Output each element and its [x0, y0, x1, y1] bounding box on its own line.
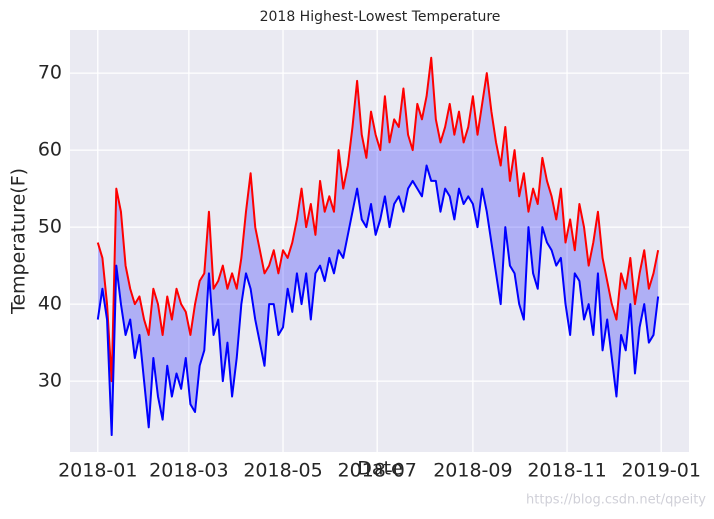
y-tick-label: 60: [38, 139, 62, 161]
watermark: https://blog.csdn.net/qpeity: [526, 493, 706, 508]
line-high: [96, 56, 660, 383]
line-low: [96, 164, 660, 437]
y-tick-label: 40: [38, 293, 62, 315]
y-axis-label: Temperature(F): [8, 168, 30, 315]
x-tick-label: 2018-05: [243, 460, 322, 482]
y-tick-label: 70: [38, 62, 62, 84]
x-tick-label: 2019-01: [622, 460, 701, 482]
x-tick-label: 2018-01: [58, 460, 137, 482]
x-axis-label: Date: [357, 458, 402, 480]
x-tick-label: 2018-07: [337, 460, 416, 482]
x-tick-label: 2018-09: [433, 460, 512, 482]
x-tick-label: 2018-03: [149, 460, 228, 482]
chart-title: 2018 Highest-Lowest Temperature: [260, 9, 501, 25]
x-tick-label: 2018-11: [527, 460, 606, 482]
y-tick-label: 30: [38, 370, 62, 392]
y-tick-label: 50: [38, 216, 62, 238]
